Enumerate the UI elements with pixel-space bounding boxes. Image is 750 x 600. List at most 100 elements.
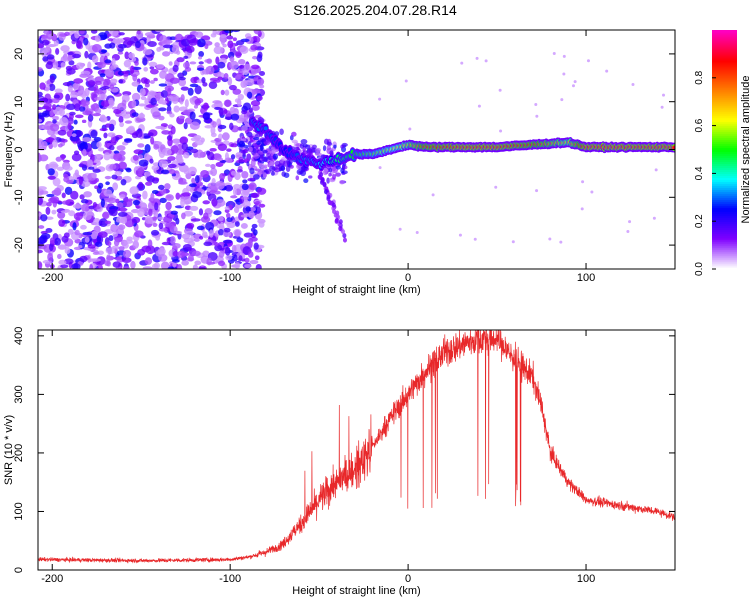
noise-blob [254, 133, 261, 138]
noise-blob [168, 169, 176, 175]
colorbar-swatch [712, 179, 737, 182]
noise-blob [263, 164, 268, 169]
noise-blob [220, 89, 225, 96]
colorbar-swatch [712, 79, 737, 83]
noise-blob [45, 125, 51, 131]
noise-blob [70, 91, 79, 99]
noise-blob [175, 217, 180, 225]
noise-blob [47, 175, 56, 180]
noise-blob [94, 241, 103, 247]
noise-blob [303, 178, 309, 184]
noise-blob [152, 111, 161, 120]
noise-blob [266, 152, 271, 159]
noise-blob [246, 131, 253, 138]
noise-blob [233, 206, 240, 214]
noise-blob [74, 30, 80, 39]
noise-blob [230, 154, 236, 160]
noise-blob [271, 149, 277, 154]
noise-blob [92, 168, 101, 173]
noise-blob [238, 59, 246, 65]
noise-blob [144, 143, 151, 153]
noise-blob [192, 191, 202, 199]
noise-blob [652, 216, 656, 220]
noise-blob [99, 73, 106, 78]
noise-blob [201, 77, 206, 84]
noise-blob [122, 249, 132, 258]
noise-blob [208, 229, 214, 238]
colorbar-swatch [712, 145, 737, 149]
noise-blob [206, 58, 213, 64]
noise-blob [378, 166, 382, 170]
noise-blob [300, 138, 308, 145]
noise-blob [45, 216, 54, 220]
colorbar-swatch [712, 169, 737, 173]
noise-blob [335, 172, 341, 177]
noise-blob [181, 142, 188, 151]
colorbar-swatch [712, 199, 737, 202]
noise-blob [143, 78, 150, 85]
noise-blob [190, 218, 201, 222]
noise-blob [134, 60, 139, 66]
noise-blob [38, 186, 47, 191]
noise-blob [101, 49, 108, 53]
noise-blob [52, 115, 60, 121]
noise-blob [65, 93, 71, 102]
colorbar-swatch [712, 39, 737, 43]
noise-blob [141, 245, 152, 253]
colorbar-swatch [712, 71, 737, 75]
noise-blob [202, 112, 211, 121]
colorbar-swatch [712, 229, 737, 232]
noise-blob [254, 255, 260, 261]
noise-blob [194, 175, 200, 184]
noise-blob [53, 94, 60, 99]
noise-blob [247, 177, 256, 182]
noise-blob [117, 51, 124, 55]
colorbar-swatch [712, 241, 737, 244]
noise-blob [105, 181, 110, 186]
noise-blob [153, 143, 160, 150]
noise-blob [204, 124, 214, 129]
spectrogram-marks [38, 30, 675, 269]
noise-blob [581, 180, 585, 184]
colorbar-swatch [712, 195, 737, 198]
noise-blob [187, 87, 194, 96]
noise-blob [197, 56, 203, 60]
noise-blob [42, 56, 49, 62]
noise-blob [48, 161, 59, 171]
noise-blob [100, 198, 105, 208]
noise-blob [107, 241, 112, 247]
colorbar-swatch [712, 221, 737, 224]
noise-blob [172, 250, 179, 257]
noise-blob [573, 80, 577, 84]
noise-blob [147, 132, 154, 137]
noise-blob [130, 260, 136, 269]
noise-blob [94, 35, 101, 42]
noise-blob [335, 213, 340, 219]
noise-blob [196, 225, 205, 231]
noise-blob [104, 59, 112, 64]
colorbar-swatch [712, 115, 737, 119]
noise-blob [96, 256, 106, 266]
noise-blob [151, 189, 159, 194]
colorbar-swatch [712, 193, 737, 196]
noise-blob [82, 110, 93, 116]
noise-blob [97, 263, 103, 269]
noise-blob [552, 52, 556, 56]
noise-blob [235, 51, 242, 59]
noise-blob [212, 100, 222, 104]
noise-blob [535, 189, 539, 193]
noise-blob [99, 116, 108, 123]
noise-blob [93, 136, 102, 142]
noise-blob [90, 30, 98, 34]
noise-blob [335, 165, 342, 170]
noise-blob [155, 125, 165, 130]
noise-blob [183, 55, 189, 60]
noise-blob [82, 137, 92, 143]
noise-blob [559, 240, 563, 244]
noise-blob [232, 37, 237, 42]
noise-blob [342, 233, 347, 239]
noise-blob [51, 209, 57, 215]
noise-blob [108, 97, 114, 106]
noise-blob [113, 108, 122, 115]
noise-blob [131, 66, 142, 71]
